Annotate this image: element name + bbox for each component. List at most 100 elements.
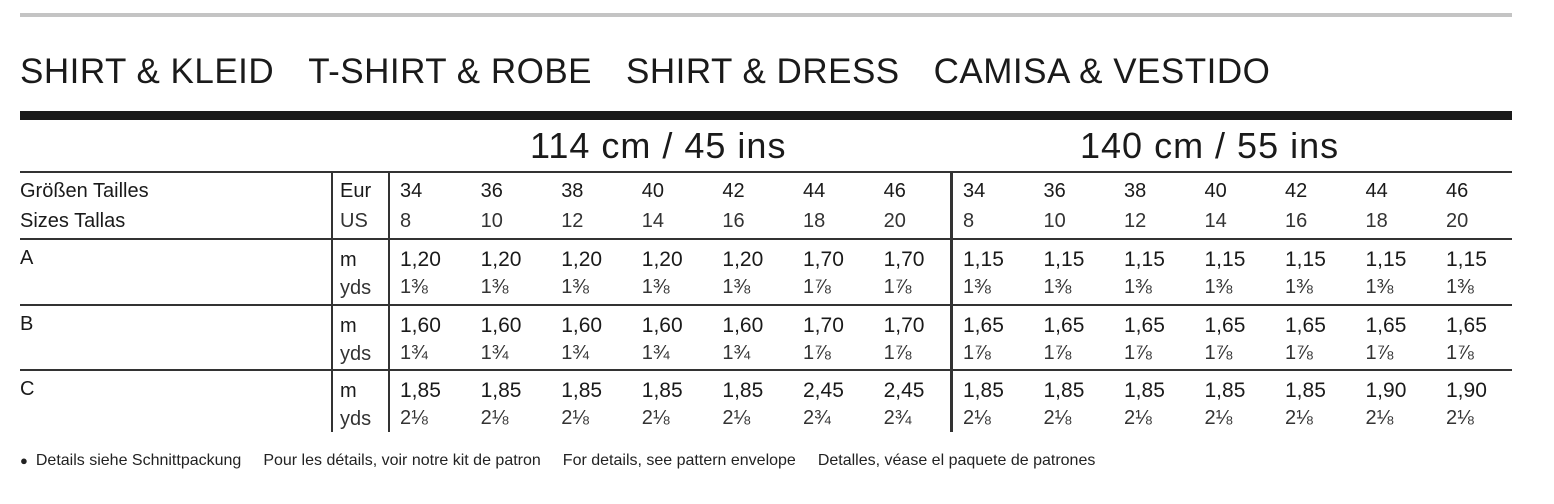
meters-value: 1,70 (803, 313, 844, 337)
meters-value: 1,65 (963, 313, 1004, 337)
yards-value: 1⅞ (1204, 341, 1233, 364)
size-us: 8 (400, 210, 412, 232)
us-label: US (340, 210, 368, 232)
yards-value: 1⅞ (803, 276, 831, 298)
meters-value: 1,85 (641, 379, 683, 402)
row-divider (20, 369, 1512, 371)
meters-value: 1,85 (480, 379, 522, 402)
title-rule (20, 111, 1512, 120)
size-us: 12 (561, 210, 584, 232)
page-title: SHIRT & KLEID T-SHIRT & ROBE SHIRT & DRESS… (20, 52, 1304, 92)
yards-value: 1⅜ (1043, 276, 1072, 298)
yards-value: 1⅜ (480, 276, 509, 298)
size-eur: 40 (1204, 180, 1227, 202)
yards-value: 1⅞ (963, 341, 991, 364)
size-eur: 34 (963, 180, 986, 202)
yards-value: 1⅞ (1446, 341, 1474, 364)
yards-value: 2⅛ (1124, 407, 1152, 429)
yards-value: 1⅜ (722, 276, 751, 298)
note-en: For details, see pattern envelope (562, 452, 796, 469)
meters-value: 1,20 (480, 248, 522, 271)
size-us: 20 (883, 210, 906, 232)
meters-value: 1,60 (641, 313, 683, 337)
yards-value: 1⅜ (1365, 276, 1394, 298)
yards-value: 1¾ (722, 341, 751, 364)
unit-m: m (340, 314, 357, 337)
unit-yds: yds (340, 342, 372, 365)
bullet-icon: ● (20, 453, 28, 468)
meters-value: 1,85 (1043, 379, 1085, 402)
yards-value: 1⅜ (963, 276, 991, 298)
meters-value: 1,85 (963, 379, 1004, 402)
unit-yds: yds (340, 277, 372, 299)
note-es: Detalles, véase el paquete de patrones (817, 452, 1096, 469)
meters-value: 1,60 (561, 313, 603, 337)
yards-value: 2⅛ (400, 407, 428, 429)
eur-label: Eur (340, 180, 372, 202)
meters-value: 1,90 (1446, 379, 1487, 402)
meters-value: 1,20 (641, 248, 683, 271)
title-fr: T-SHIRT & ROBE (308, 52, 593, 91)
meters-value: 1,60 (480, 313, 522, 337)
meters-value: 2,45 (803, 379, 844, 402)
meters-value: 1,20 (400, 248, 441, 271)
title-en: SHIRT & DRESS (626, 52, 900, 91)
yards-value: 2⅛ (963, 407, 991, 429)
meters-value: 1,65 (1124, 313, 1165, 337)
title-es: CAMISA & VESTIDO (933, 52, 1271, 91)
yards-value: 2⅛ (1365, 407, 1394, 429)
width-114-heading: 114 cm / 45 ins (530, 125, 787, 166)
meters-value: 1,60 (400, 313, 441, 337)
size-us: 16 (722, 210, 745, 232)
size-eur: 44 (803, 180, 826, 202)
meters-value: 1,15 (1043, 248, 1085, 271)
yards-value: 1⅜ (1204, 276, 1233, 298)
meters-value: 1,85 (1124, 379, 1165, 402)
meters-value: 1,90 (1365, 379, 1407, 402)
meters-value: 1,15 (1446, 248, 1487, 271)
size-eur: 44 (1365, 180, 1388, 202)
size-us: 20 (1446, 210, 1469, 232)
footer-notes: ● Details siehe Schnittpackung Pour les dé… (20, 452, 1117, 470)
size-label-line2: Sizes Tallas (20, 210, 126, 232)
size-eur: 42 (1285, 180, 1308, 202)
size-eur: 38 (561, 180, 584, 202)
size-us: 10 (480, 210, 503, 232)
meters-value: 1,65 (1446, 313, 1487, 337)
size-us: 12 (1124, 210, 1147, 232)
meters-value: 1,70 (803, 248, 844, 271)
size-us: 18 (803, 210, 826, 232)
yards-value: 1¾ (641, 341, 670, 364)
yards-value: 1⅞ (1043, 341, 1072, 364)
size-us: 8 (963, 210, 975, 232)
row-divider (20, 238, 1512, 240)
unit-m: m (340, 380, 357, 402)
meters-value: 1,15 (1365, 248, 1407, 271)
view-label: B (20, 312, 34, 335)
yards-value: 2¾ (883, 407, 912, 429)
row-divider (20, 171, 1512, 173)
meters-value: 1,70 (883, 313, 925, 337)
note-de: Details siehe Schnittpackung (35, 452, 242, 469)
view-label: C (20, 378, 35, 400)
width-140-heading: 140 cm / 55 ins (1080, 125, 1340, 166)
title-de: SHIRT & KLEID (20, 52, 275, 91)
yards-value: 1⅞ (883, 276, 912, 298)
top-rule (20, 13, 1512, 17)
yards-value: 1¾ (561, 341, 589, 364)
meters-value: 1,65 (1285, 313, 1326, 337)
yards-value: 1¾ (400, 341, 428, 364)
meters-value: 1,85 (400, 379, 441, 402)
size-eur: 38 (1124, 180, 1147, 202)
yards-value: 2⅛ (561, 407, 589, 429)
size-eur: 46 (1446, 180, 1469, 202)
divider-label (331, 172, 333, 432)
yards-value: 2⅛ (1043, 407, 1072, 429)
meters-value: 1,65 (1043, 313, 1085, 337)
size-eur: 36 (1043, 180, 1066, 202)
size-us: 14 (1204, 210, 1227, 232)
yards-value: 1⅞ (1365, 341, 1394, 364)
meters-value: 1,20 (722, 248, 764, 271)
unit-m: m (340, 249, 357, 271)
yards-value: 1⅞ (883, 341, 912, 364)
